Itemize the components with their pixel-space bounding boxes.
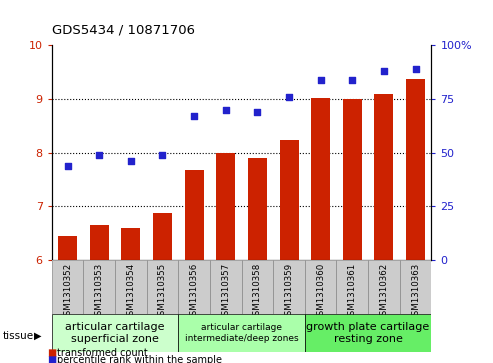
Point <box>190 113 198 119</box>
Point <box>317 77 324 83</box>
Text: GSM1310361: GSM1310361 <box>348 263 357 321</box>
Text: GSM1310353: GSM1310353 <box>95 263 104 321</box>
Bar <box>147 260 178 314</box>
Text: articular cartilage
superficial zone: articular cartilage superficial zone <box>65 322 165 344</box>
Text: growth plate cartilage
resting zone: growth plate cartilage resting zone <box>307 322 430 344</box>
Bar <box>273 260 305 314</box>
Bar <box>305 314 431 352</box>
Bar <box>178 260 210 314</box>
Bar <box>184 170 204 260</box>
Point <box>222 107 230 113</box>
Bar <box>406 79 425 260</box>
Text: GSM1310352: GSM1310352 <box>63 263 72 321</box>
Bar <box>210 260 242 314</box>
Bar <box>311 98 330 260</box>
Bar <box>178 314 305 352</box>
Text: ■: ■ <box>47 355 56 363</box>
Bar <box>216 153 235 260</box>
Text: GSM1310357: GSM1310357 <box>221 263 230 321</box>
Bar <box>90 225 108 260</box>
Text: ▶: ▶ <box>34 331 41 341</box>
Text: GSM1310355: GSM1310355 <box>158 263 167 321</box>
Text: tissue: tissue <box>2 331 34 341</box>
Text: GSM1310363: GSM1310363 <box>411 263 420 321</box>
Text: articular cartilage
intermediate/deep zones: articular cartilage intermediate/deep zo… <box>185 323 298 343</box>
Text: GDS5434 / 10871706: GDS5434 / 10871706 <box>52 23 195 36</box>
Text: GSM1310356: GSM1310356 <box>190 263 199 321</box>
Bar <box>368 260 400 314</box>
Bar <box>83 260 115 314</box>
Point <box>159 152 167 158</box>
Bar <box>336 260 368 314</box>
Point <box>253 109 261 115</box>
Bar <box>375 94 393 260</box>
Bar <box>52 260 83 314</box>
Text: GSM1310354: GSM1310354 <box>126 263 136 321</box>
Bar <box>305 260 336 314</box>
Text: GSM1310360: GSM1310360 <box>316 263 325 321</box>
Text: transformed count: transformed count <box>57 348 147 358</box>
Bar <box>121 228 141 260</box>
Text: GSM1310359: GSM1310359 <box>284 263 293 321</box>
Bar <box>153 213 172 260</box>
Text: percentile rank within the sample: percentile rank within the sample <box>57 355 222 363</box>
Text: GSM1310358: GSM1310358 <box>253 263 262 321</box>
Point <box>285 94 293 100</box>
Point <box>380 68 388 74</box>
Point <box>412 66 420 72</box>
Bar <box>52 314 178 352</box>
Point <box>64 163 71 168</box>
Point <box>349 77 356 83</box>
Bar <box>343 99 362 260</box>
Bar <box>242 260 273 314</box>
Bar <box>248 158 267 260</box>
Bar <box>280 140 299 260</box>
Point <box>127 158 135 164</box>
Point <box>95 152 103 158</box>
Bar <box>58 236 77 260</box>
Bar <box>115 260 147 314</box>
Bar <box>400 260 431 314</box>
Text: GSM1310362: GSM1310362 <box>380 263 388 321</box>
Text: ■: ■ <box>47 348 56 358</box>
